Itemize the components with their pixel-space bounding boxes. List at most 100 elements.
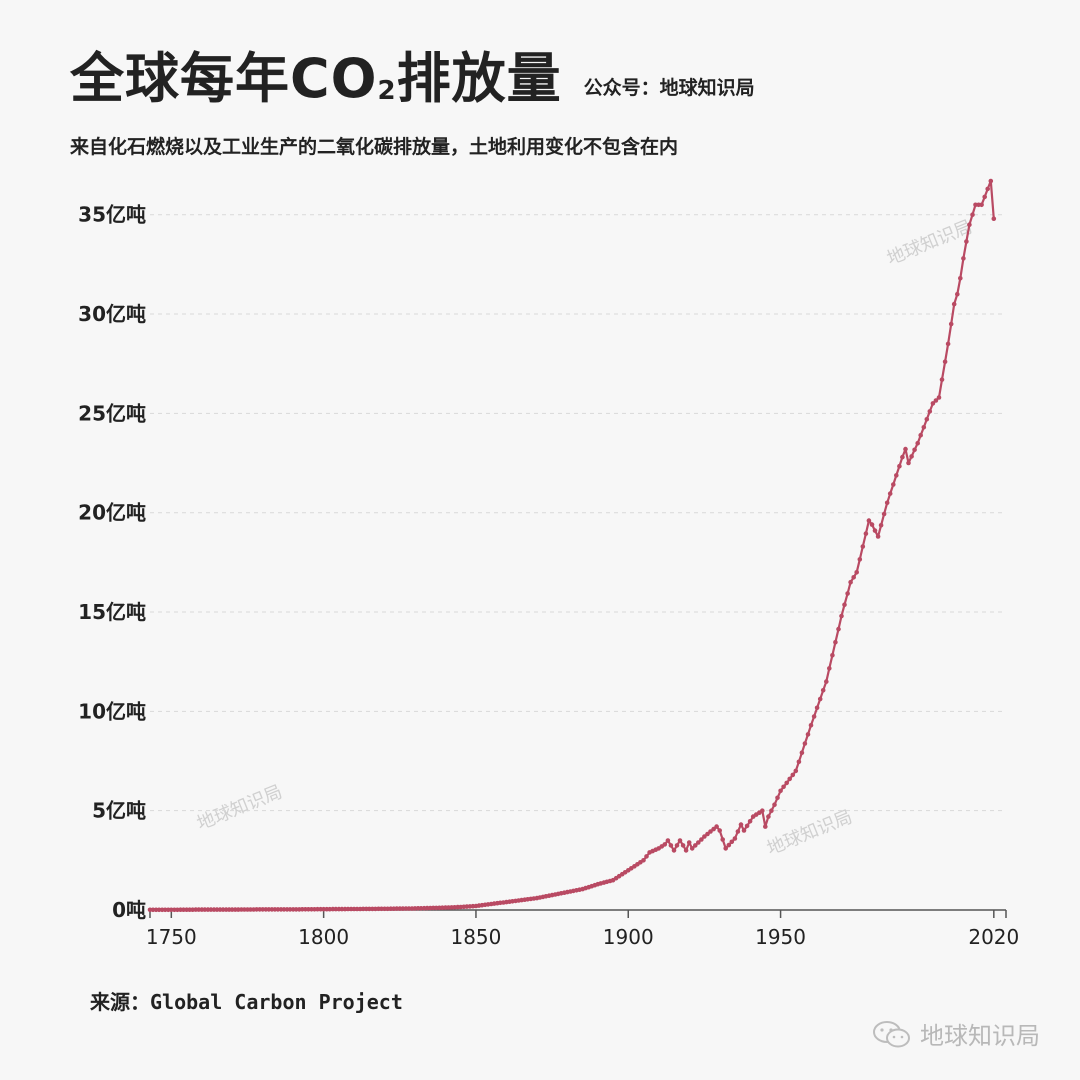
data-point <box>808 723 814 728</box>
footer-brand-text: 地球知识局 <box>920 1022 1040 1050</box>
data-point <box>955 291 960 297</box>
page-title: 全球每年CO2排放量 <box>70 52 562 106</box>
data-point <box>735 829 741 834</box>
data-point <box>790 772 796 778</box>
data-point <box>677 838 683 843</box>
x-tick-label: 1750 <box>146 925 197 949</box>
y-tick-label: 0吨 <box>112 898 146 922</box>
account-label: 公众号：地球知识局 <box>583 77 755 99</box>
x-tick-label: 2020 <box>968 925 1019 949</box>
data-point <box>872 528 878 533</box>
data-point <box>833 639 838 645</box>
data-point <box>793 768 799 774</box>
title-tail: 排放量 <box>396 47 562 110</box>
data-point <box>814 705 820 711</box>
data-point <box>784 780 789 786</box>
data-point <box>680 843 686 848</box>
data-point <box>665 838 671 843</box>
data-point <box>884 500 890 506</box>
gridlines <box>150 214 1006 812</box>
data-point <box>900 454 905 460</box>
x-tick-label: 1900 <box>603 925 654 949</box>
data-point <box>699 837 704 842</box>
data-point <box>869 522 875 527</box>
data-point <box>857 557 863 562</box>
x-axis: 1750 1800 1850 1900 1950 2020 <box>146 909 1019 949</box>
data-point <box>866 518 872 523</box>
y-tick-label: 10亿吨 <box>78 699 146 723</box>
data-point <box>827 666 832 671</box>
data-point <box>906 460 911 466</box>
data-point <box>836 626 841 632</box>
y-axis: 0吨 5亿吨 10亿吨 15亿吨 20亿吨 25亿吨 30亿吨 35亿吨 <box>78 203 146 922</box>
data-point <box>942 359 948 365</box>
data-point <box>747 819 753 824</box>
data-point <box>766 814 771 819</box>
data-point <box>958 276 963 281</box>
data-point <box>696 840 701 845</box>
data-point <box>641 858 646 863</box>
data-point <box>945 341 951 347</box>
data-point <box>851 575 856 580</box>
data-point <box>887 491 893 496</box>
data-point <box>933 398 939 403</box>
data-point <box>894 473 899 478</box>
data-point <box>927 409 933 414</box>
data-point <box>881 511 887 517</box>
data-point <box>729 839 735 845</box>
data-point <box>948 321 954 327</box>
data-point <box>702 834 707 839</box>
data-point <box>683 848 689 853</box>
data-point <box>967 222 972 227</box>
data-point <box>830 653 835 658</box>
y-tick-label: 25亿吨 <box>78 401 146 425</box>
source-note: 来源：Global Carbon Project <box>90 990 403 1014</box>
data-point <box>644 854 649 859</box>
data-point <box>961 256 966 261</box>
data-point <box>878 523 884 528</box>
data-point <box>717 828 722 833</box>
x-tick-label: 1950 <box>755 925 806 949</box>
data-point <box>875 534 881 539</box>
title-main: 全球每年CO <box>70 47 378 110</box>
data-point <box>686 840 692 845</box>
data-point <box>799 750 805 755</box>
data-point <box>671 848 677 853</box>
data-point <box>912 447 917 453</box>
data-point <box>708 829 713 834</box>
data-point <box>720 837 725 842</box>
data-point <box>820 688 826 693</box>
data-point <box>842 602 847 607</box>
data-point <box>787 776 792 782</box>
series-layer <box>147 178 997 913</box>
y-tick-label: 15亿吨 <box>78 600 146 624</box>
y-tick-label: 30亿吨 <box>78 302 146 326</box>
data-point <box>988 178 994 184</box>
data-point <box>839 613 844 619</box>
data-point <box>860 544 866 549</box>
line-chart: 地球知识局 地球知识局 地球知识局 0吨 5亿吨 10亿吨 15亿吨 20亿吨 25亿吨 3… <box>78 178 1019 949</box>
data-point <box>982 194 987 200</box>
y-tick-label: 20亿吨 <box>78 501 146 525</box>
data-point <box>891 482 896 487</box>
data-point <box>979 202 984 208</box>
data-point <box>970 212 975 217</box>
data-point <box>991 216 997 221</box>
data-point <box>738 822 744 827</box>
data-point <box>897 463 902 469</box>
data-point <box>863 531 869 536</box>
footer-brand: 地球知识局 <box>872 1016 1040 1051</box>
data-point <box>796 759 802 765</box>
data-point <box>805 732 811 737</box>
data-point <box>824 679 829 684</box>
data-point <box>726 842 732 848</box>
title-subscript: 2 <box>377 76 397 106</box>
x-tick-label: 1850 <box>450 925 501 949</box>
data-point <box>763 824 768 829</box>
data-point <box>951 301 957 307</box>
data-point <box>909 454 914 459</box>
y-tick-label: 5亿吨 <box>92 799 146 823</box>
data-point <box>903 446 908 452</box>
data-point <box>693 843 698 848</box>
data-point <box>921 425 927 430</box>
